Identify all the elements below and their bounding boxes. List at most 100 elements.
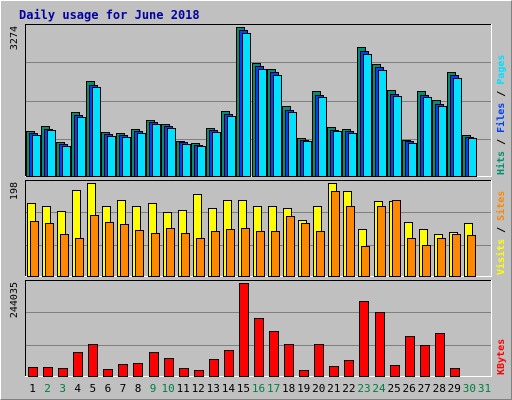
bar-sites-day-26 <box>407 238 416 277</box>
bar-pages-day-9 <box>152 124 161 177</box>
bar-sites-day-3 <box>60 234 69 277</box>
bar-kbytes-day-26 <box>405 336 415 377</box>
x-tick-label-day-12: 12 <box>192 382 205 395</box>
x-tick-label-day-8: 8 <box>135 382 142 395</box>
panel-kbytes: 244035 KBytes <box>9 280 507 377</box>
bar-sites-day-6 <box>105 222 114 277</box>
bar-sites-day-14 <box>226 229 235 277</box>
x-tick-label-day-27: 27 <box>418 382 431 395</box>
bar-kbytes-day-12 <box>194 370 204 377</box>
bar-kbytes-day-27 <box>420 345 430 377</box>
x-tick-label-day-6: 6 <box>105 382 112 395</box>
bar-kbytes-day-22 <box>344 360 354 377</box>
bar-sites-day-25 <box>392 200 401 277</box>
bar-kbytes-day-29 <box>450 368 460 377</box>
bar-kbytes-day-28 <box>435 333 445 377</box>
bar-sites-day-29 <box>452 234 461 277</box>
bar-kbytes-day-10 <box>164 358 174 377</box>
bar-kbytes-day-24 <box>375 312 385 377</box>
x-tick-label-day-24: 24 <box>372 382 386 395</box>
bar-sites-day-5 <box>90 215 99 277</box>
bar-sites-day-13 <box>211 231 220 277</box>
bar-sites-day-15 <box>241 228 250 277</box>
x-tick-label-day-5: 5 <box>89 382 96 395</box>
bar-kbytes-day-2 <box>43 367 53 377</box>
bar-sites-day-18 <box>286 216 295 277</box>
x-tick-label-day-29: 29 <box>448 382 461 395</box>
bar-pages-day-29 <box>453 78 462 177</box>
side-label: Hits / Files / Pages <box>495 55 507 175</box>
bar-kbytes-day-1 <box>28 367 38 377</box>
side-label-part: Pages <box>496 55 507 85</box>
bar-sites-day-19 <box>301 223 310 277</box>
bar-sites-day-30 <box>467 235 476 277</box>
bar-pages-day-20 <box>318 97 327 177</box>
bar-pages-day-13 <box>212 132 221 177</box>
bar-sites-day-2 <box>45 223 54 277</box>
x-tick-label-day-26: 26 <box>402 382 415 395</box>
x-tick-label-day-11: 11 <box>177 382 190 395</box>
side-label: Visits / Sites <box>495 191 507 275</box>
bar-kbytes-day-4 <box>73 352 83 377</box>
bar-pages-day-17 <box>273 75 282 177</box>
bar-sites-day-27 <box>422 245 431 277</box>
bar-pages-day-11 <box>182 144 191 177</box>
bar-sites-day-12 <box>196 238 205 277</box>
bar-pages-day-3 <box>62 146 71 177</box>
bar-kbytes-day-9 <box>149 352 159 377</box>
x-tick-label-day-3: 3 <box>59 382 66 395</box>
bar-kbytes-day-15 <box>239 283 249 377</box>
x-tick-label-day-15: 15 <box>237 382 250 395</box>
bar-kbytes-day-16 <box>254 318 264 377</box>
bar-kbytes-day-6 <box>103 369 113 377</box>
bar-pages-day-10 <box>167 128 176 177</box>
bar-kbytes-day-7 <box>118 364 128 377</box>
bar-pages-day-5 <box>92 87 101 177</box>
series-sites <box>30 191 476 277</box>
x-tick-label-day-4: 4 <box>74 382 81 395</box>
bar-pages-day-28 <box>438 106 447 177</box>
bar-pages-day-14 <box>227 116 236 177</box>
x-tick-label-day-22: 22 <box>342 382 355 395</box>
side-label-part: Sites <box>495 191 507 221</box>
bar-sites-day-17 <box>271 231 280 277</box>
bar-pages-day-16 <box>258 69 267 177</box>
bar-kbytes-day-17 <box>269 331 279 377</box>
bar-sites-day-24 <box>377 206 386 277</box>
bar-kbytes-day-19 <box>299 370 309 377</box>
side-label-part: Files <box>495 103 507 133</box>
x-tick-label-day-21: 21 <box>327 382 340 395</box>
bar-pages-day-6 <box>107 136 116 177</box>
x-tick-label-day-20: 20 <box>312 382 325 395</box>
y-max-label: 244035 <box>9 282 20 318</box>
bar-sites-day-8 <box>135 230 144 277</box>
bar-kbytes-day-21 <box>329 366 339 377</box>
x-tick-label-day-14: 14 <box>222 382 236 395</box>
chart-panels: 3274 Hits / Files / Pages 198 Visits / Site… <box>9 24 507 377</box>
side-label-part: / <box>496 133 507 151</box>
bar-pages-day-21 <box>333 131 342 177</box>
x-tick-label-day-28: 28 <box>433 382 446 395</box>
bar-pages-day-15 <box>242 33 251 177</box>
bar-kbytes-day-8 <box>133 363 143 377</box>
y-max-label: 3274 <box>9 26 20 50</box>
bar-kbytes-day-14 <box>224 350 234 377</box>
x-tick-label-day-10: 10 <box>161 382 174 395</box>
x-tick-label-day-17: 17 <box>267 382 280 395</box>
side-label-part: KBytes <box>496 339 507 375</box>
x-tick-label-day-18: 18 <box>282 382 295 395</box>
bar-sites-day-4 <box>75 238 84 277</box>
x-tick-label-day-25: 25 <box>387 382 400 395</box>
bar-sites-day-1 <box>30 221 39 277</box>
series-pages <box>32 33 477 177</box>
x-tick-label-day-2: 2 <box>44 382 51 395</box>
panel-hits-files-pages: 3274 Hits / Files / Pages <box>9 24 507 177</box>
bar-pages-day-7 <box>122 137 131 177</box>
x-tick-label-day-31: 31 <box>478 382 491 395</box>
bar-pages-day-4 <box>77 117 86 177</box>
bar-kbytes-day-18 <box>284 344 294 377</box>
bar-pages-day-1 <box>32 135 41 177</box>
bar-pages-day-27 <box>423 97 432 177</box>
bar-pages-day-8 <box>137 133 146 177</box>
